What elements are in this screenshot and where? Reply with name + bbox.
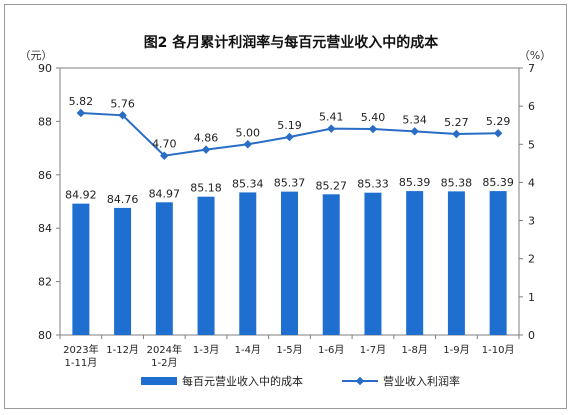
bar-value-label: 84.97 bbox=[149, 187, 181, 200]
x-tick-label: 1-10月 bbox=[482, 344, 515, 356]
bar bbox=[489, 191, 507, 335]
line-value-label: 5.76 bbox=[110, 97, 135, 110]
line-value-label: 5.27 bbox=[444, 116, 469, 129]
x-tick-label: 1-5月 bbox=[276, 344, 302, 356]
bar bbox=[239, 192, 257, 335]
x-tick-label: 1-7月 bbox=[360, 344, 386, 356]
bar bbox=[114, 207, 132, 335]
bar-value-label: 84.76 bbox=[107, 193, 139, 206]
line-marker bbox=[285, 132, 294, 142]
bar-series bbox=[72, 191, 507, 335]
legend-bar-swatch bbox=[141, 377, 177, 385]
x-tick-label: 1-4月 bbox=[235, 344, 261, 356]
chart-title: 图2 各月累计利润率与每百元营业收入中的成本 bbox=[144, 34, 440, 51]
left-tick-label: 82 bbox=[38, 276, 52, 289]
line-marker bbox=[326, 124, 336, 133]
x-tick-label: 2023年 bbox=[63, 343, 98, 356]
line-value-label: 5.29 bbox=[486, 115, 511, 128]
bar bbox=[322, 194, 340, 335]
line-value-label: 5.40 bbox=[361, 111, 386, 124]
left-tick-label: 90 bbox=[38, 62, 52, 75]
line-marker bbox=[493, 128, 503, 138]
bar-value-label: 85.37 bbox=[274, 177, 306, 190]
line-marker bbox=[160, 151, 169, 160]
left-axis-unit: （元） bbox=[20, 49, 53, 62]
bar bbox=[447, 191, 465, 335]
bar-value-label: 85.27 bbox=[315, 179, 347, 192]
line-value-label: 5.00 bbox=[236, 126, 261, 139]
bar-value-label: 85.39 bbox=[399, 176, 431, 189]
right-tick-label: 0 bbox=[528, 329, 535, 342]
line-marker bbox=[201, 145, 211, 154]
legend-bar-label: 每百元营业收入中的成本 bbox=[182, 374, 303, 388]
right-tick-label: 2 bbox=[528, 253, 535, 266]
line-value-label: 5.41 bbox=[319, 111, 344, 124]
right-tick-label: 7 bbox=[528, 62, 535, 75]
x-tick-label: 1-12月 bbox=[106, 344, 139, 356]
x-tick-label: 2024年 bbox=[147, 343, 182, 356]
left-tick-label: 86 bbox=[38, 169, 52, 182]
right-tick-label: 1 bbox=[528, 291, 535, 304]
x-tick-label: 1-8月 bbox=[402, 344, 428, 356]
legend: 每百元营业收入中的成本 营业收入利润率 bbox=[141, 374, 460, 388]
bar bbox=[155, 202, 173, 335]
x-tick-label: 1-2月 bbox=[151, 357, 177, 369]
bar bbox=[364, 192, 382, 335]
right-tick-label: 6 bbox=[528, 100, 535, 113]
x-tick-label: 1-3月 bbox=[193, 344, 219, 356]
bar bbox=[72, 203, 90, 335]
x-tick-label: 1-11月 bbox=[65, 357, 98, 369]
legend-line-marker bbox=[355, 376, 365, 386]
bar-value-label: 85.34 bbox=[232, 177, 264, 190]
left-tick-label: 80 bbox=[38, 329, 52, 342]
legend-line-label: 营业收入利润率 bbox=[383, 374, 460, 388]
x-tick-label: 1-9月 bbox=[443, 344, 469, 356]
chart-frame: 图2 各月累计利润率与每百元营业收入中的成本 （元） （%） 80 82 84 86 8… bbox=[4, 4, 567, 409]
left-tick-label: 84 bbox=[38, 222, 52, 235]
line-value-label: 5.19 bbox=[277, 119, 302, 132]
line-value-label: 5.34 bbox=[402, 113, 427, 126]
bar-value-label: 84.92 bbox=[65, 189, 97, 202]
line-marker bbox=[118, 111, 127, 120]
right-axis-unit: （%） bbox=[519, 49, 551, 62]
left-tick-label: 88 bbox=[38, 115, 52, 128]
bar-value-labels: 84.92 84.76 84.97 85.18 85.34 85.37 85.27 85.33… bbox=[65, 176, 514, 206]
chart-svg: 图2 各月累计利润率与每百元营业收入中的成本 （元） （%） 808284868… bbox=[20, 34, 552, 388]
line-value-label: 5.82 bbox=[69, 95, 94, 108]
line-value-label: 4.70 bbox=[152, 138, 177, 151]
axes: 80 82 84 86 88 90 0 1 2 3 4 5 6 7 bbox=[38, 62, 535, 342]
bar-value-label: 85.39 bbox=[482, 176, 514, 189]
line-marker bbox=[452, 129, 461, 139]
line-marker bbox=[368, 124, 378, 134]
bar bbox=[406, 191, 424, 335]
right-tick-label: 3 bbox=[528, 215, 535, 228]
right-tick-label: 4 bbox=[528, 176, 535, 189]
bar bbox=[281, 191, 298, 335]
bar bbox=[197, 196, 215, 335]
bar-value-label: 85.18 bbox=[190, 182, 222, 195]
bar-value-label: 85.38 bbox=[441, 176, 473, 189]
bar-value-label: 85.33 bbox=[357, 178, 389, 191]
line-value-labels: 5.82 5.76 4.70 4.86 5.00 5.19 5.41 5.40 5.34 5.27… bbox=[69, 95, 511, 151]
right-tick-label: 5 bbox=[528, 138, 535, 151]
x-tick-label: 1-6月 bbox=[318, 344, 344, 356]
line-marker bbox=[76, 108, 86, 118]
line-value-label: 4.86 bbox=[194, 132, 219, 145]
line-series bbox=[76, 108, 503, 160]
line-marker bbox=[410, 127, 419, 136]
line-marker bbox=[243, 140, 253, 149]
